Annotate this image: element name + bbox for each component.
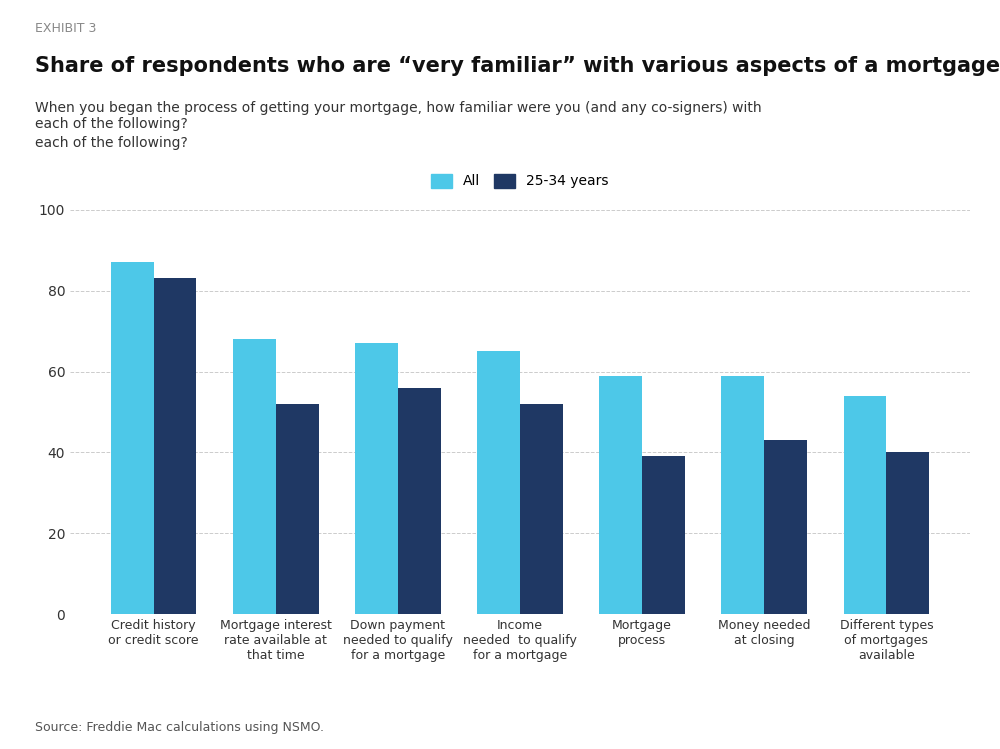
- Bar: [599, 375, 642, 614]
- Text: Source: Freddie Mac calculations using NSMO.: Source: Freddie Mac calculations using N…: [35, 721, 324, 734]
- Bar: [886, 452, 929, 614]
- Bar: [111, 262, 154, 614]
- Bar: [520, 404, 563, 614]
- Bar: [764, 440, 807, 614]
- Legend: All, 25-34 years: All, 25-34 years: [426, 168, 614, 194]
- Text: each of the following?: each of the following?: [35, 136, 188, 151]
- Text: Share of respondents who are “very familiar” with various aspects of a mortgage: Share of respondents who are “very famil…: [35, 56, 1000, 76]
- Bar: [233, 339, 276, 614]
- Bar: [398, 388, 441, 614]
- Text: When you began the process of getting your mortgage, how familiar were you (and : When you began the process of getting yo…: [35, 101, 762, 131]
- Bar: [721, 375, 764, 614]
- Bar: [154, 279, 196, 614]
- Bar: [844, 395, 886, 614]
- Text: EXHIBIT 3: EXHIBIT 3: [35, 22, 96, 35]
- Bar: [477, 351, 520, 614]
- Bar: [355, 343, 398, 614]
- Bar: [276, 404, 319, 614]
- Bar: [642, 456, 685, 614]
